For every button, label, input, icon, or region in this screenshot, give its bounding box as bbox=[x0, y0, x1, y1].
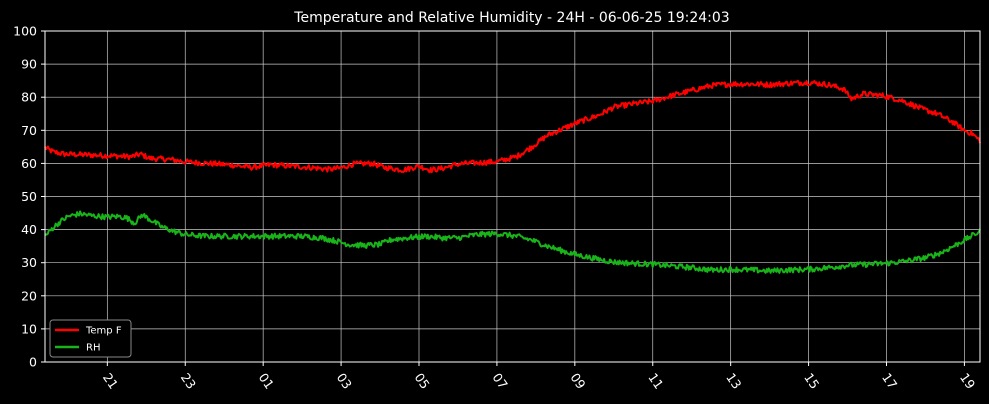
y-tick-label: 30 bbox=[21, 255, 37, 270]
y-tick-label: 10 bbox=[21, 321, 37, 336]
legend-label: RH bbox=[86, 343, 100, 354]
x-tick-label: 05 bbox=[412, 370, 433, 392]
y-axis: 0 10 20 30 40 50 60 70 80 90 100 bbox=[13, 24, 45, 370]
x-tick-label: 11 bbox=[645, 370, 666, 392]
x-tick-label: 13 bbox=[723, 370, 744, 392]
x-tick-label: 19 bbox=[957, 370, 978, 392]
plot-frame bbox=[44, 30, 981, 363]
x-tick-label: 17 bbox=[879, 370, 900, 392]
series-line-rh bbox=[44, 210, 981, 274]
chart-title: Temperature and Relative Humidity - 24H … bbox=[293, 10, 729, 26]
y-tick-label: 90 bbox=[21, 57, 37, 72]
y-tick-label: 0 bbox=[29, 355, 37, 370]
x-tick-label: 03 bbox=[334, 370, 355, 392]
y-tick-label: 60 bbox=[21, 156, 37, 171]
x-tick-label: 21 bbox=[100, 370, 121, 392]
x-tick-label: 15 bbox=[801, 370, 822, 392]
y-tick-label: 50 bbox=[21, 189, 37, 204]
x-tick-label: 07 bbox=[489, 370, 510, 392]
x-tick-label: 01 bbox=[256, 370, 277, 392]
legend: Temp F RH bbox=[49, 319, 132, 358]
series-lines bbox=[44, 79, 981, 274]
y-tick-label: 100 bbox=[13, 24, 37, 39]
y-tick-label: 80 bbox=[21, 90, 37, 105]
x-tick-label: 23 bbox=[178, 370, 199, 392]
y-tick-label: 20 bbox=[21, 288, 37, 303]
legend-label: Temp F bbox=[85, 326, 122, 337]
y-tick-label: 70 bbox=[21, 123, 37, 138]
y-tick-label: 40 bbox=[21, 222, 37, 237]
series-line-temp bbox=[44, 79, 981, 174]
x-axis: 21 23 01 03 05 07 09 11 13 15 17 19 bbox=[100, 362, 978, 392]
x-tick-label: 09 bbox=[567, 370, 588, 392]
